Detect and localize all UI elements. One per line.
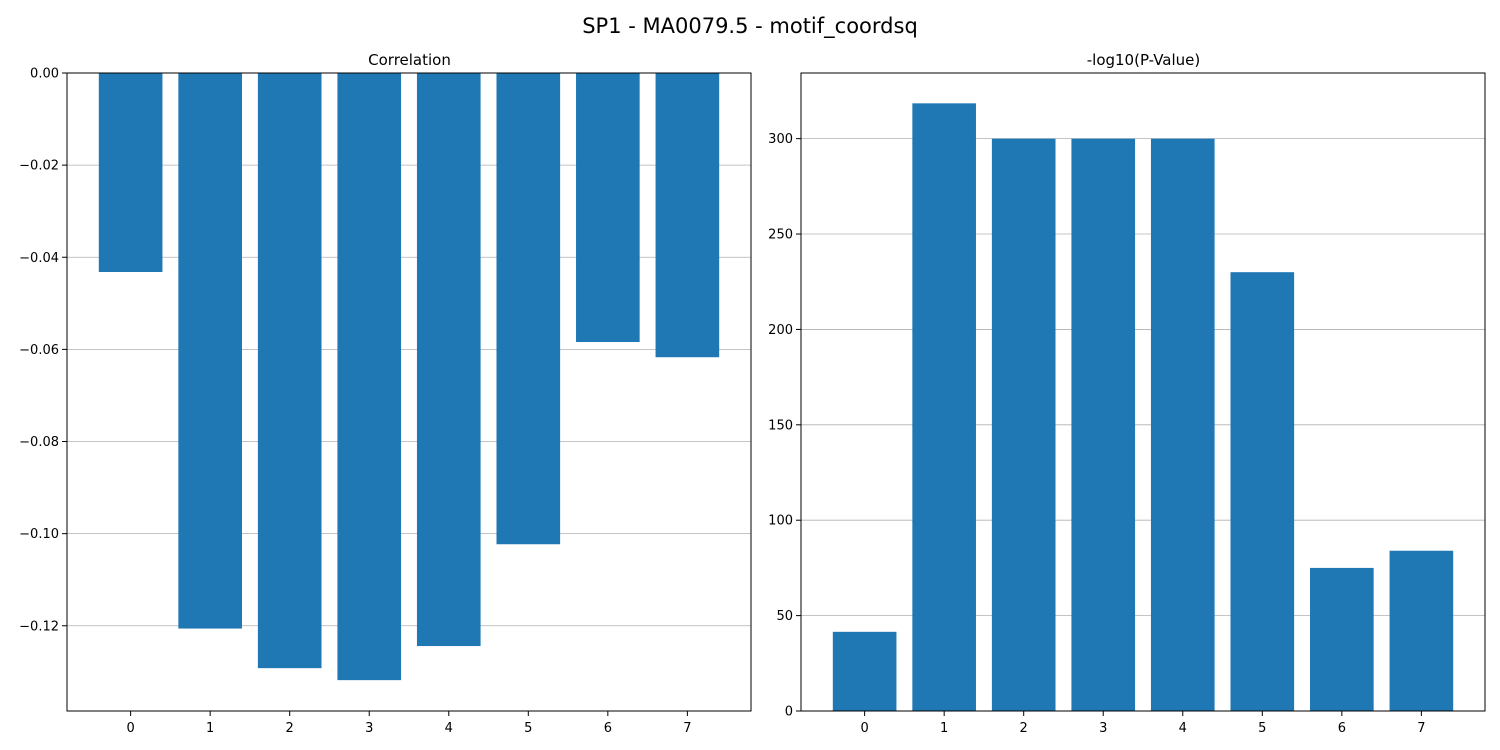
correlation-x-tick-label: 2 (286, 721, 294, 736)
pvalue-y-tick-label: 300 (768, 132, 793, 147)
pvalue-bar-3 (1071, 138, 1136, 711)
correlation-y-tick-label: −0.04 (19, 251, 59, 266)
correlation-y-tick-label: −0.12 (19, 619, 59, 634)
correlation-y-tick-label: −0.06 (19, 343, 59, 358)
pvalue-y-tick-label: 250 (768, 228, 793, 243)
pvalue-bar-7 (1389, 550, 1454, 711)
correlation-y-ticks: 0.00 −0.02 −0.04 −0.06 −0.08 −0.10 −0.12 (19, 67, 67, 634)
pvalue-x-tick-label: 5 (1258, 721, 1266, 736)
correlation-x-tick-label: 6 (604, 721, 612, 736)
pvalue-panel: -log10(P-Value) 0 50 100 150 200 250 300 0 1 2 3 4 5… (768, 51, 1486, 736)
pvalue-y-ticks: 0 50 100 150 200 250 300 (768, 132, 801, 720)
pvalue-bar-4 (1150, 138, 1215, 711)
correlation-axes-frame (66, 72, 752, 712)
pvalue-x-ticks: 0 1 2 3 4 5 6 7 (860, 711, 1426, 736)
pvalue-y-tick-label: 100 (768, 514, 793, 529)
pvalue-x-tick-label: 1 (940, 721, 948, 736)
pvalue-x-tick-label: 3 (1099, 721, 1107, 736)
pvalue-y-tick-label: 200 (768, 323, 793, 338)
pvalue-x-tick-label: 6 (1338, 721, 1346, 736)
pvalue-bar-6 (1310, 567, 1374, 711)
figure-title: SP1 - MA0079.5 - motif_coordsq (582, 14, 918, 39)
correlation-y-tick-label: 0.00 (30, 67, 59, 82)
correlation-x-tick-label: 5 (524, 721, 532, 736)
correlation-panel: Correlation 0.00 −0.02 −0.04 −0.06 −0.08 −0.1… (19, 51, 752, 736)
pvalue-bar-5 (1230, 272, 1295, 711)
correlation-bar-6 (576, 73, 640, 343)
pvalue-x-tick-label: 2 (1020, 721, 1028, 736)
correlation-bars (98, 73, 720, 681)
correlation-bar-1 (178, 73, 242, 629)
correlation-bar-3 (337, 73, 402, 681)
correlation-bar-2 (257, 73, 322, 669)
correlation-bar-5 (496, 73, 561, 545)
correlation-bar-7 (655, 73, 720, 358)
pvalue-panel-title: -log10(P-Value) (1087, 51, 1201, 69)
correlation-y-tick-label: −0.08 (19, 435, 59, 450)
pvalue-bar-0 (832, 631, 897, 711)
correlation-x-tick-label: 4 (445, 721, 453, 736)
pvalue-y-tick-label: 50 (776, 609, 793, 624)
correlation-y-tick-label: −0.10 (19, 527, 59, 542)
correlation-x-tick-label: 0 (126, 721, 134, 736)
correlation-y-tick-label: −0.02 (19, 159, 59, 174)
correlation-grid (67, 72, 751, 627)
correlation-bar-4 (416, 73, 481, 647)
pvalue-x-tick-label: 4 (1179, 721, 1187, 736)
pvalue-bars (832, 103, 1454, 712)
pvalue-x-tick-label: 7 (1417, 721, 1425, 736)
pvalue-axes-frame (800, 72, 1486, 712)
correlation-bar-0 (98, 73, 163, 273)
correlation-x-tick-label: 3 (365, 721, 373, 736)
pvalue-bar-1 (912, 103, 976, 712)
correlation-panel-title: Correlation (368, 51, 451, 69)
pvalue-bar-2 (991, 138, 1056, 711)
pvalue-y-tick-label: 150 (768, 418, 793, 433)
correlation-x-tick-label: 1 (206, 721, 214, 736)
correlation-x-tick-label: 7 (683, 721, 691, 736)
pvalue-grid (801, 138, 1485, 712)
pvalue-y-tick-label: 0 (785, 705, 793, 720)
pvalue-x-tick-label: 0 (860, 721, 868, 736)
correlation-x-ticks: 0 1 2 3 4 5 6 7 (126, 711, 692, 736)
